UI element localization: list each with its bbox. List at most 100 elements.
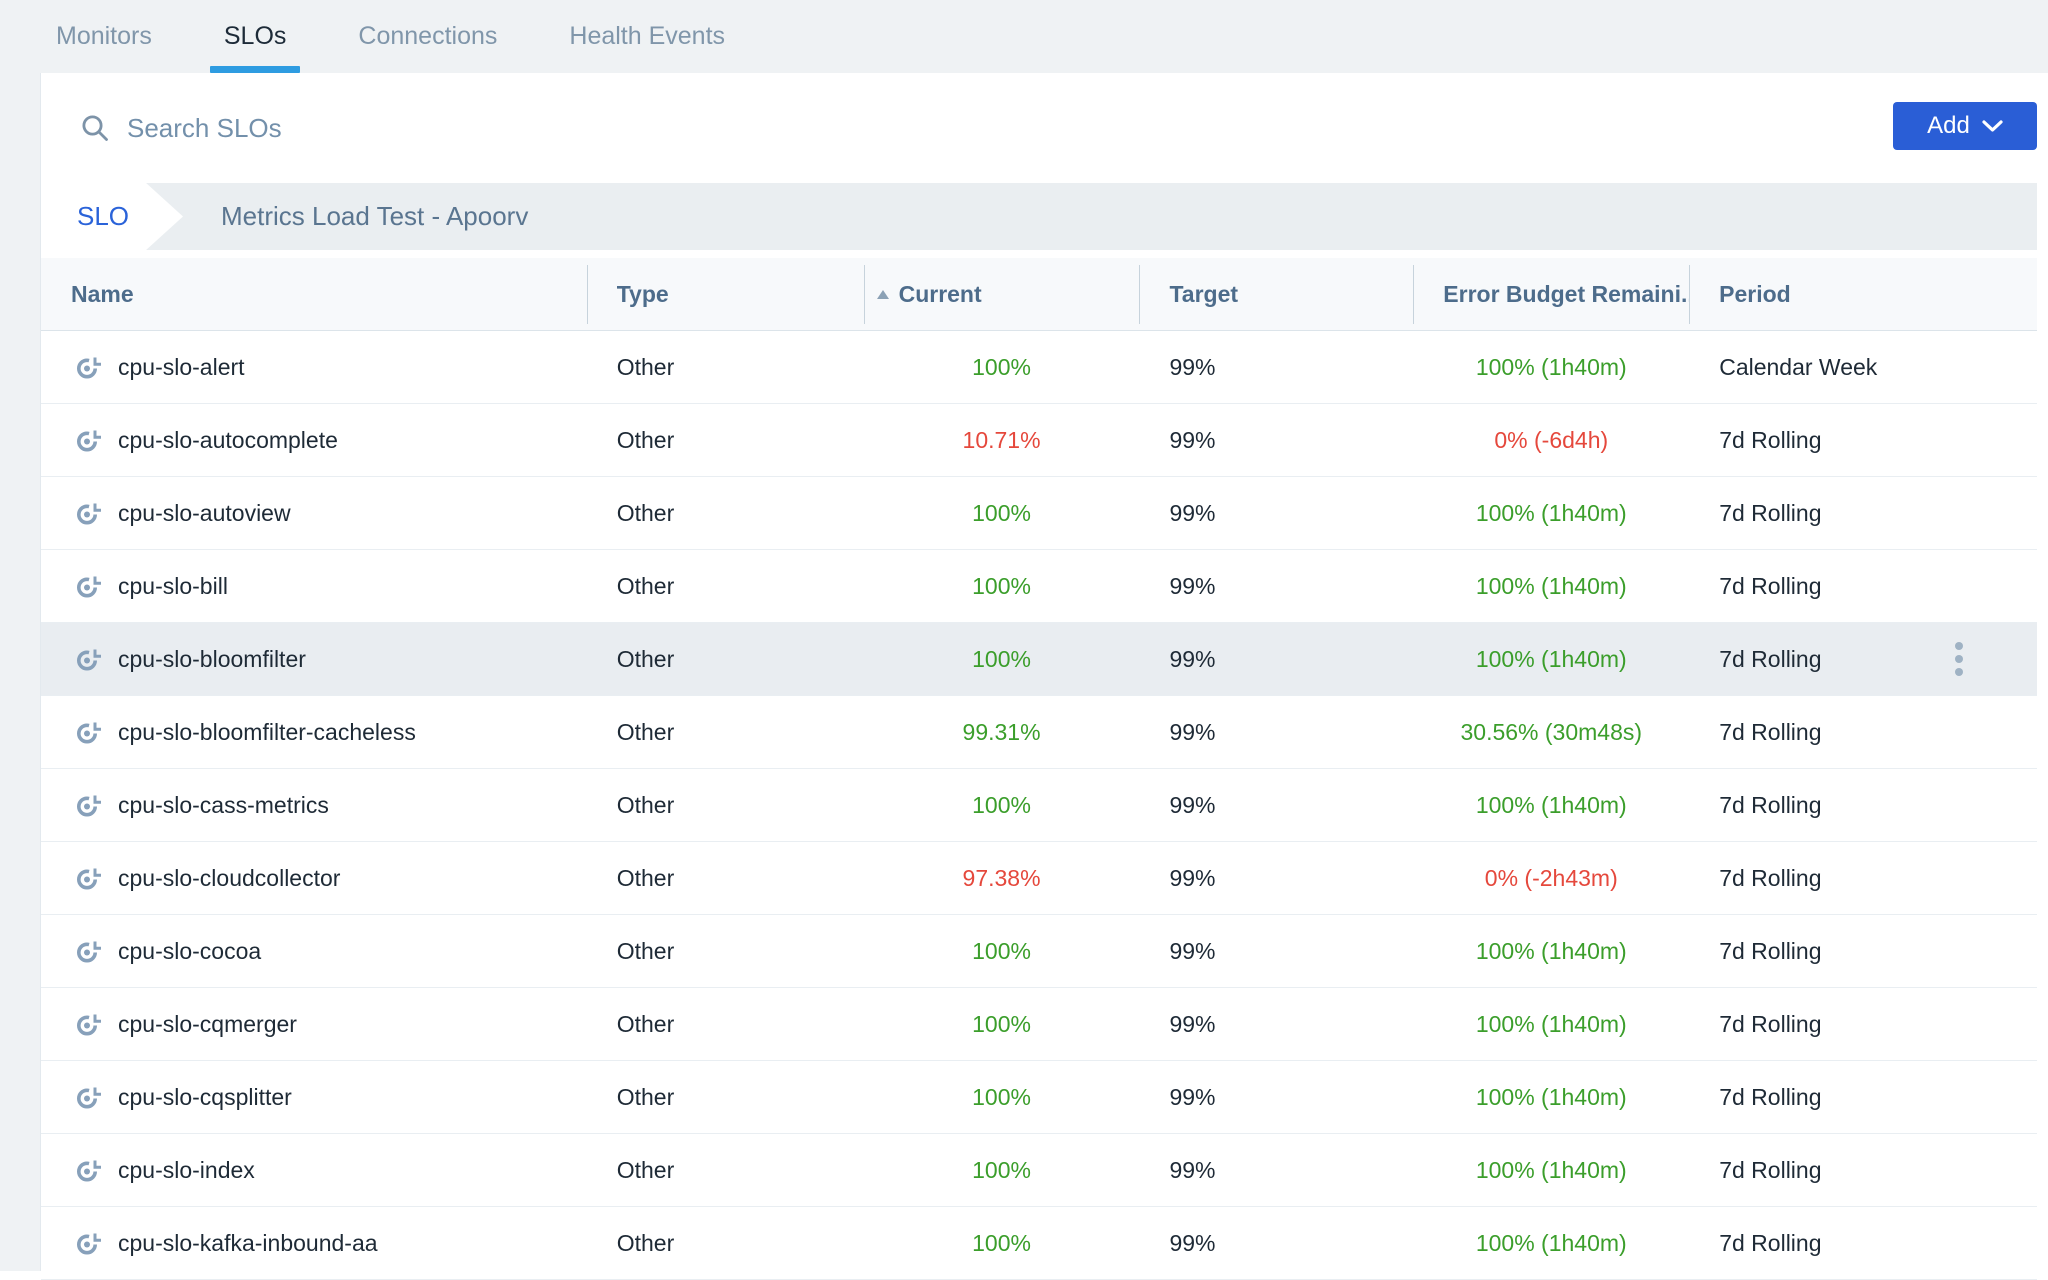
row-target: 99%: [1169, 572, 1216, 599]
column-header-current-label: Current: [898, 280, 982, 307]
row-type: Other: [616, 1083, 675, 1110]
table-row[interactable]: cpu-slo-cqsplitter Other 100% 99% 100% (…: [41, 1061, 2037, 1134]
breadcrumb-slo-tag[interactable]: SLO: [41, 183, 183, 250]
row-current: 100%: [972, 645, 1031, 672]
row-name: cpu-slo-kafka-inbound-aa: [118, 1229, 378, 1256]
table-row[interactable]: cpu-slo-bloomfilter Other 100% 99% 100% …: [41, 623, 2037, 696]
column-header-type[interactable]: Type: [586, 258, 864, 330]
chevron-down-icon: [1982, 119, 2003, 132]
tab-monitors[interactable]: Monitors: [56, 0, 152, 73]
column-header-name[interactable]: Name: [41, 258, 587, 330]
column-header-current[interactable]: Current: [863, 258, 1140, 330]
column-header-name-label: Name: [71, 280, 134, 307]
name-cell: cpu-slo-bloomfilter-cacheless: [41, 718, 587, 746]
row-period: 7d Rolling: [1719, 864, 1822, 891]
name-cell: cpu-slo-cass-metrics: [41, 791, 587, 819]
table-body: cpu-slo-alert Other 100% 99% 100% (1h40m…: [41, 331, 2037, 1280]
row-target: 99%: [1169, 791, 1216, 818]
table-header: Name Type Current Target Error Budget Re…: [41, 258, 2037, 331]
row-period: 7d Rolling: [1719, 426, 1822, 453]
row-name: cpu-slo-cloudcollector: [118, 864, 341, 891]
table-row[interactable]: cpu-slo-kafka-inbound-aa Other 100% 99% …: [41, 1207, 2037, 1280]
row-target: 99%: [1169, 937, 1216, 964]
row-error-budget: 100% (1h40m): [1475, 1229, 1627, 1256]
row-period: 7d Rolling: [1719, 718, 1822, 745]
row-actions-kebab-icon[interactable]: [1939, 623, 1979, 695]
slo-gauge-icon: [77, 941, 101, 963]
row-period: 7d Rolling: [1719, 937, 1822, 964]
row-name: cpu-slo-bloomfilter: [118, 645, 306, 672]
tab-health-events-label: Health Events: [569, 22, 726, 50]
tab-health-events[interactable]: Health Events: [569, 0, 725, 73]
name-cell: cpu-slo-cqsplitter: [41, 1083, 587, 1111]
active-tab-underline: [209, 66, 301, 73]
tab-slos[interactable]: SLOs: [209, 0, 301, 73]
table-row[interactable]: cpu-slo-bloomfilter-cacheless Other 99.3…: [41, 696, 2037, 769]
name-cell: cpu-slo-alert: [41, 353, 587, 381]
row-error-budget: 100% (1h40m): [1475, 1010, 1627, 1037]
slo-gauge-icon: [77, 722, 101, 744]
row-current: 100%: [972, 353, 1031, 380]
row-target: 99%: [1169, 1010, 1216, 1037]
row-period: 7d Rolling: [1719, 499, 1822, 526]
row-error-budget: 100% (1h40m): [1475, 937, 1627, 964]
table-row[interactable]: cpu-slo-cqmerger Other 100% 99% 100% (1h…: [41, 988, 2037, 1061]
row-name: cpu-slo-cqsplitter: [118, 1083, 292, 1110]
row-period: Calendar Week: [1719, 353, 1878, 380]
row-target: 99%: [1169, 645, 1216, 672]
row-period: 7d Rolling: [1719, 1010, 1822, 1037]
row-period: 7d Rolling: [1719, 1083, 1822, 1110]
row-error-budget: 100% (1h40m): [1475, 645, 1627, 672]
row-name: cpu-slo-alert: [118, 353, 245, 380]
table-row[interactable]: cpu-slo-index Other 100% 99% 100% (1h40m…: [41, 1134, 2037, 1207]
add-button[interactable]: Add: [1893, 102, 2037, 150]
row-type: Other: [616, 499, 675, 526]
breadcrumb: SLO Metrics Load Test - Apoorv: [41, 183, 2037, 250]
search-icon: [82, 115, 108, 141]
table-row[interactable]: cpu-slo-autocomplete Other 10.71% 99% 0%…: [41, 404, 2037, 477]
table-row[interactable]: cpu-slo-cocoa Other 100% 99% 100% (1h40m…: [41, 915, 2037, 988]
row-current: 100%: [972, 937, 1031, 964]
tab-connections-label: Connections: [358, 22, 498, 50]
row-target: 99%: [1169, 353, 1216, 380]
row-type: Other: [616, 353, 675, 380]
column-header-error-budget[interactable]: Error Budget Remaini...: [1413, 258, 1689, 330]
table-row[interactable]: cpu-slo-autoview Other 100% 99% 100% (1h…: [41, 477, 2037, 550]
column-header-target-label: Target: [1169, 280, 1239, 307]
row-name: cpu-slo-autoview: [118, 499, 291, 526]
row-name: cpu-slo-bloomfilter-cacheless: [118, 718, 416, 745]
row-type: Other: [616, 572, 675, 599]
column-header-target[interactable]: Target: [1139, 258, 1413, 330]
row-name: cpu-slo-cqmerger: [118, 1010, 297, 1037]
column-header-period[interactable]: Period: [1689, 258, 2037, 330]
sort-asc-icon: [876, 289, 890, 300]
row-current: 100%: [972, 1156, 1031, 1183]
row-target: 99%: [1169, 1229, 1216, 1256]
row-error-budget: 100% (1h40m): [1475, 499, 1627, 526]
table-row[interactable]: cpu-slo-cloudcollector Other 97.38% 99% …: [41, 842, 2037, 915]
add-button-label: Add: [1927, 112, 1970, 139]
row-error-budget: 100% (1h40m): [1475, 353, 1627, 380]
table-row[interactable]: cpu-slo-alert Other 100% 99% 100% (1h40m…: [41, 331, 2037, 404]
row-type: Other: [616, 426, 675, 453]
tab-connections[interactable]: Connections: [358, 0, 497, 73]
row-current: 10.71%: [962, 426, 1041, 453]
slo-gauge-icon: [77, 1160, 101, 1182]
row-name: cpu-slo-index: [118, 1156, 255, 1183]
row-type: Other: [616, 1010, 675, 1037]
row-current: 97.38%: [962, 864, 1041, 891]
search-input[interactable]: [125, 111, 1029, 145]
row-current: 100%: [972, 1010, 1031, 1037]
slo-gauge-icon: [77, 503, 101, 525]
name-cell: cpu-slo-bill: [41, 572, 587, 600]
slo-gauge-icon: [77, 1014, 101, 1036]
row-name: cpu-slo-autocomplete: [118, 426, 338, 453]
name-cell: cpu-slo-kafka-inbound-aa: [41, 1229, 587, 1257]
row-target: 99%: [1169, 864, 1216, 891]
tab-monitors-label: Monitors: [56, 22, 152, 50]
slo-gauge-icon: [77, 357, 101, 379]
row-period: 7d Rolling: [1719, 1156, 1822, 1183]
table-row[interactable]: cpu-slo-cass-metrics Other 100% 99% 100%…: [41, 769, 2037, 842]
table-row[interactable]: cpu-slo-bill Other 100% 99% 100% (1h40m)…: [41, 550, 2037, 623]
